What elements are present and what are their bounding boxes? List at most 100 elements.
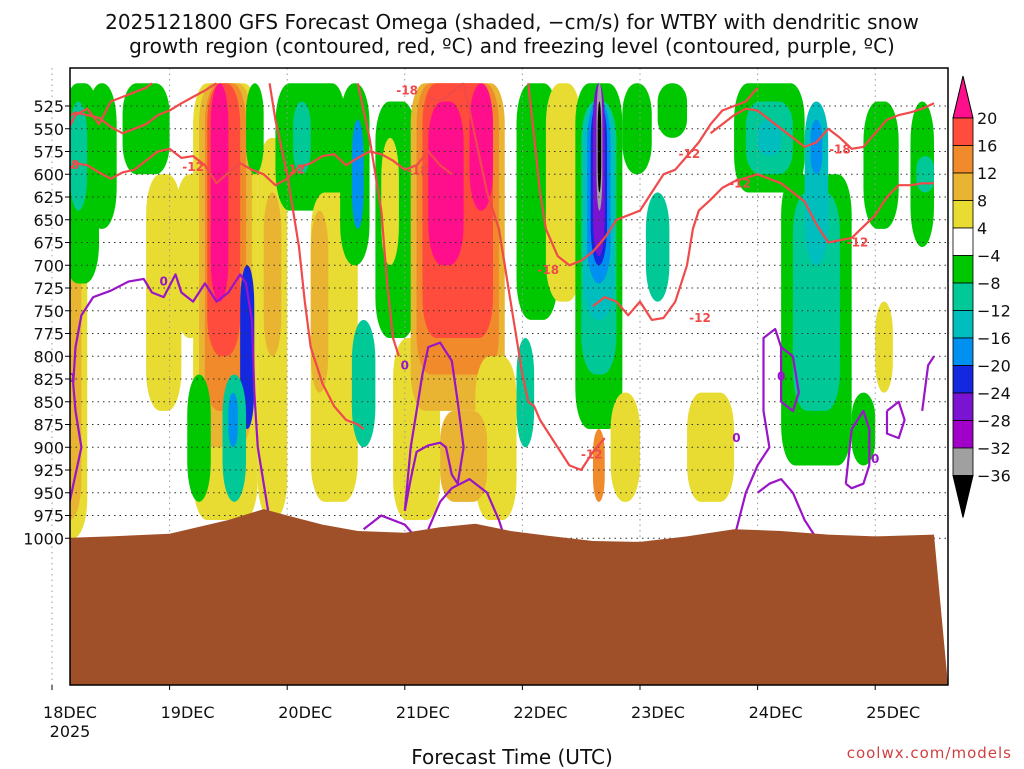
omega-patch (351, 319, 376, 448)
dendritic-contour-label: -18 (829, 143, 851, 157)
freezing-level-contour (921, 355, 935, 412)
y-tick-label: 950 (33, 484, 64, 503)
dendritic-contour (70, 147, 453, 187)
dendritic-contour-label: -12 (847, 236, 869, 250)
omega-patch (469, 83, 493, 211)
freezing-contour-label: 0 (401, 358, 409, 372)
colorbar-label: 16 (977, 137, 997, 156)
plot-frame (69, 67, 949, 686)
y-tick-label: 1000 (23, 529, 64, 548)
omega-patch (863, 101, 899, 229)
colorbar: 20 16 12 8 4 −4 −8 −12 −16 −20 −24 −28 −32 −36 (952, 75, 1011, 518)
omega-patch (440, 410, 488, 502)
y-axis: 525 550 575 600 625 650 675 700 725 750 775 800 825 8… (23, 97, 70, 548)
omega-shading-layer (70, 83, 934, 539)
colorbar-label: 8 (977, 192, 987, 211)
colorbar-swatch (952, 447, 974, 476)
freezing-level-contour (733, 327, 800, 539)
colorbar-swatch (952, 200, 974, 229)
dendritic-contour-label: -18 (58, 158, 80, 172)
y-tick-label: 800 (33, 347, 64, 366)
chart-title-line2: growth region (contoured, red, ºC) and f… (129, 34, 895, 58)
omega-patch (246, 83, 264, 175)
omega-patch (351, 119, 364, 229)
colorbar-label: 12 (977, 164, 997, 183)
colorbar-swatch (952, 282, 974, 311)
omega-patch (792, 192, 840, 411)
x-axis: 18DEC 19DEC 20DEC 21DEC 22DEC 23DEC 24DEC 25DEC… (43, 685, 920, 741)
freezing-contour-label: 0 (732, 431, 740, 445)
y-tick-label: 925 (33, 461, 64, 480)
omega-patch (87, 83, 117, 229)
freezing-contour-label: 0 (67, 371, 75, 385)
x-tick-label: 25DEC (866, 703, 920, 722)
dendritic-contour-label: -12 (283, 163, 305, 177)
credit-link[interactable]: coolwx.com/models (846, 744, 1012, 762)
colorbar-label: −36 (977, 467, 1011, 486)
y-tick-label: 850 (33, 393, 64, 412)
x-axis-label: Forecast Time (UTC) (411, 745, 613, 769)
y-tick-label: 525 (33, 97, 64, 116)
dendritic-contour-label: -18 (407, 164, 429, 178)
omega-patch (310, 210, 329, 393)
colorbar-label: 4 (977, 219, 987, 238)
dendritic-contour (268, 83, 365, 430)
colorbar-swatch (952, 420, 974, 449)
omega-patch (210, 83, 229, 302)
x-tick-label: 20DEC (278, 703, 332, 722)
freezing-level-contour (844, 409, 871, 490)
y-tick-label: 600 (33, 165, 64, 184)
omega-patch (687, 392, 735, 502)
dendritic-contour (427, 82, 465, 103)
colorbar-swatch (952, 310, 974, 339)
omega-patch (657, 83, 688, 138)
dendritic-contour-label: -12 (729, 176, 751, 190)
x-tick-label: 23DEC (631, 703, 685, 722)
dendritic-contour-label: -12 (182, 160, 204, 174)
dendritic-contour (592, 173, 934, 321)
dendritic-contour (709, 102, 935, 150)
colorbar-label: −16 (977, 329, 1011, 348)
colorbar-label: −32 (977, 439, 1011, 458)
terrain-fill (70, 509, 948, 685)
dendritic-contour (70, 82, 218, 135)
colorbar-label: −12 (977, 302, 1011, 321)
dendritic-contour-label: -18 (396, 84, 418, 98)
freezing-level-contour (403, 341, 465, 512)
dendritic-contour (462, 83, 606, 472)
dendritic-contour (70, 82, 153, 129)
dendritic-contour-label: -18 (537, 263, 559, 277)
omega-patch (146, 174, 182, 411)
omega-patch (381, 137, 399, 266)
colorbar-bottom-arrow (952, 475, 974, 518)
omega-patch (875, 301, 893, 393)
y-tick-label: 675 (33, 234, 64, 253)
omega-patch (263, 192, 282, 357)
y-tick-label: 725 (33, 279, 64, 298)
colorbar-swatch (952, 227, 974, 256)
x-tick-label: 18DEC (43, 703, 97, 722)
freezing-level-contour (427, 478, 506, 539)
omega-patch (645, 192, 670, 302)
colorbar-swatch (952, 365, 974, 394)
omega-patch (428, 101, 464, 266)
omega-patch (293, 101, 311, 175)
y-tick-label: 750 (33, 302, 64, 321)
omega-patch (70, 101, 88, 211)
dendritic-contour (527, 83, 759, 267)
y-tick-label: 625 (33, 188, 64, 207)
colorbar-swatch (952, 392, 974, 421)
omega-patch (610, 392, 640, 502)
dendritic-contour-label: -12 (679, 147, 701, 161)
omega-patch (187, 374, 211, 502)
colorbar-label: −8 (977, 274, 1001, 293)
omega-patch (597, 101, 602, 193)
colorbar-swatch (952, 255, 974, 284)
colorbar-label: −20 (977, 357, 1011, 376)
colorbar-label: −4 (977, 247, 1001, 266)
freezing-contour-label: 0 (777, 369, 785, 383)
dendritic-contour-label: -12 (581, 448, 603, 462)
x-tick-label: 21DEC (396, 703, 450, 722)
y-tick-label: 575 (33, 143, 64, 162)
